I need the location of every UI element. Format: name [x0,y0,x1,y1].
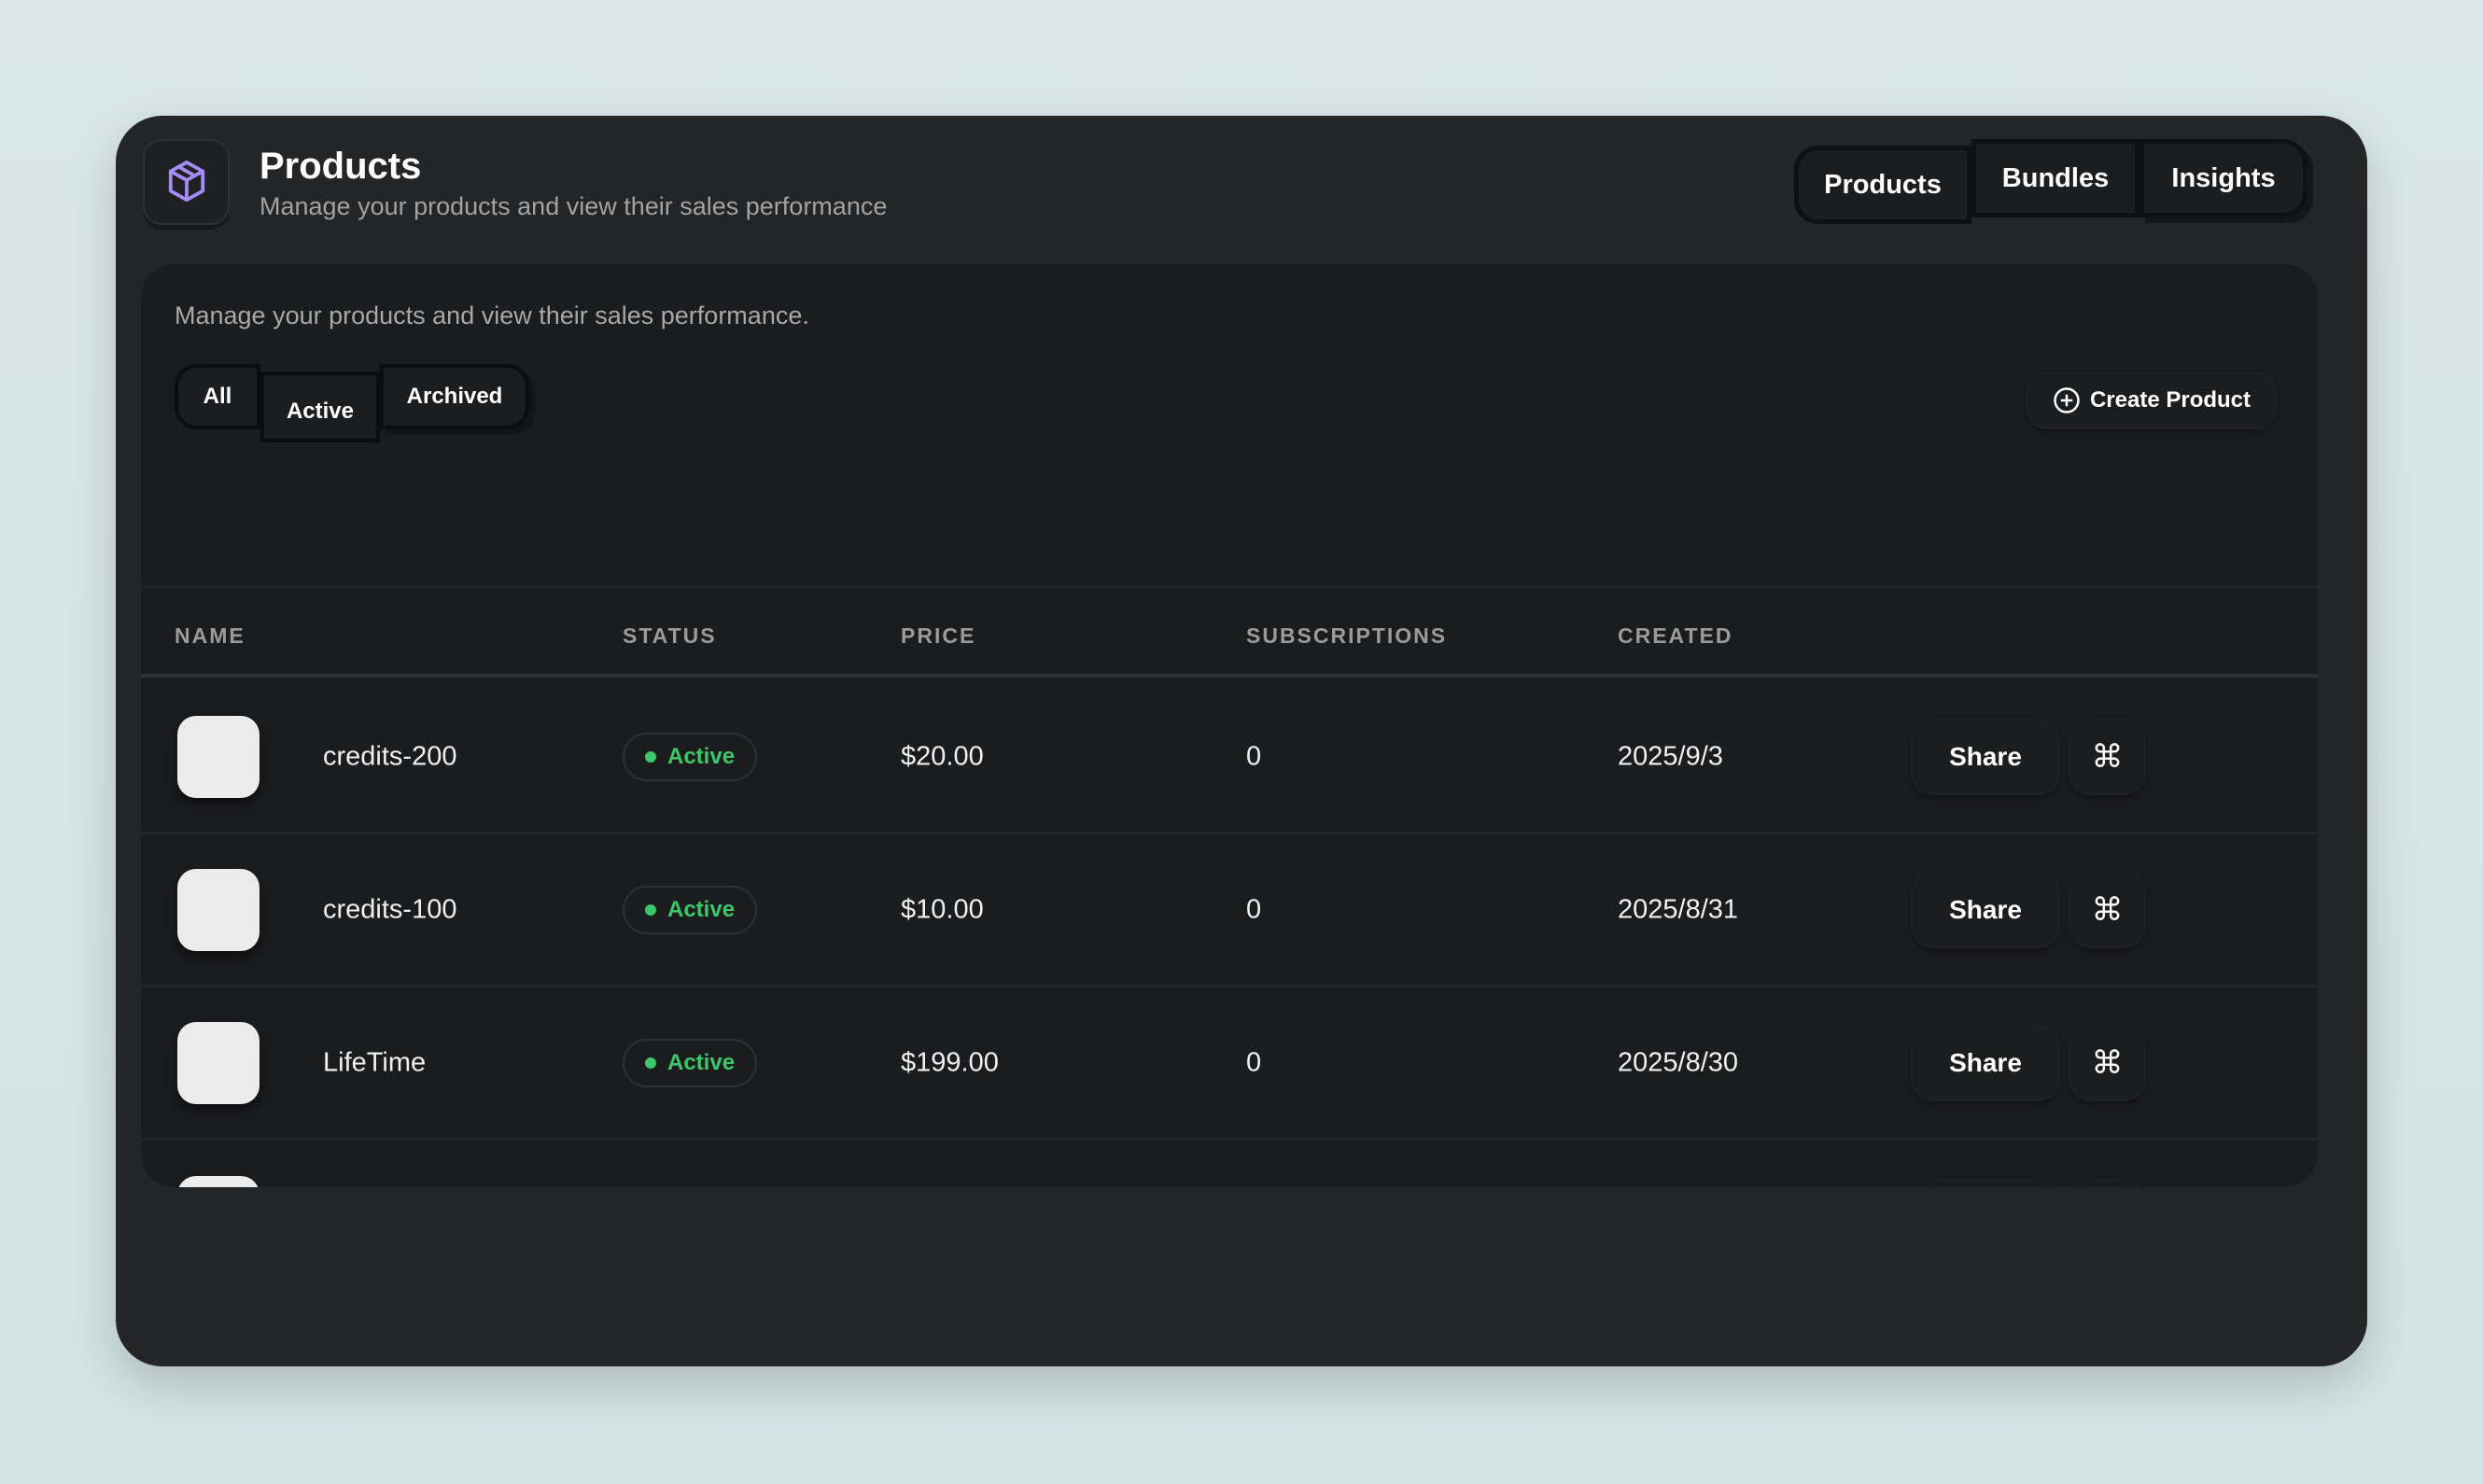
column-status: STATUS [623,623,717,648]
page-subtitle: Manage your products and view their sale… [260,192,888,220]
command-icon[interactable]: ⌘ [2070,1026,2144,1099]
filter-all[interactable]: All [175,364,260,429]
product-name: LifeTime [323,1047,427,1077]
create-product-button[interactable]: Create Product [2028,373,2275,427]
tab-insights[interactable]: Insights [2139,139,2308,217]
share-button[interactable]: Share [1913,873,2058,946]
product-thumbnail [177,1176,260,1187]
tab-bundles[interactable]: Bundles [1971,139,2139,217]
column-price: PRICE [901,623,976,648]
product-subscriptions: 0 [1246,894,1262,924]
status-badge: Active [623,1038,758,1087]
status-label: Active [667,896,736,922]
status-dot-icon [645,750,656,763]
table-row[interactable]: Pro Active $99.00/month 3 2025/8/30 Shar… [141,1141,2318,1187]
product-thumbnail [177,715,260,798]
product-price: $199.00 [901,1047,999,1077]
share-button[interactable]: Share [1913,720,2058,793]
page-title: Products [260,146,422,187]
command-icon[interactable]: ⌘ [2070,1181,2144,1187]
product-name: credits-200 [323,741,457,771]
status-filter: All Active Archived [175,364,529,442]
table-header: NAME STATUS PRICE SUBSCRIPTIONS CREATED [141,586,2318,678]
command-icon[interactable]: ⌘ [2070,873,2144,946]
status-badge: Active [623,732,758,781]
column-name: NAME [175,623,245,648]
products-card: Products Manage your products and view t… [116,116,2367,1366]
panel-description: Manage your products and view their sale… [175,301,809,329]
plus-circle-icon [2054,387,2080,413]
tab-products[interactable]: Products [1794,146,1971,224]
products-panel: Manage your products and view their sale… [141,264,2318,1187]
product-thumbnail [177,1021,260,1104]
product-created: 2025/8/30 [1618,1047,1739,1077]
package-icon [168,161,204,203]
product-price: $10.00 [901,894,984,924]
nav-tabs: Products Bundles Insights [1794,139,2308,224]
status-label: Active [667,743,736,769]
product-created: 2025/9/3 [1618,741,1723,771]
status-badge: Active [623,885,758,934]
share-button[interactable]: Share [1913,1026,2058,1099]
filter-active[interactable]: Active [260,371,380,442]
product-thumbnail [177,868,260,951]
divider [141,586,2318,588]
command-icon[interactable]: ⌘ [2070,720,2144,793]
table-row[interactable]: LifeTime Active $199.00 0 2025/8/30 Shar… [141,987,2318,1141]
status-label: Active [667,1049,736,1075]
column-created: CREATED [1618,623,1733,648]
filter-archived[interactable]: Archived [380,364,529,429]
product-created: 2025/8/31 [1618,894,1739,924]
status-dot-icon [645,903,656,916]
product-name: credits-100 [323,894,457,924]
product-price: $20.00 [901,741,984,771]
table-row[interactable]: credits-100 Active $10.00 0 2025/8/31 Sh… [141,834,2318,987]
create-product-label: Create Product [2089,387,2252,413]
product-subscriptions: 0 [1246,1047,1262,1077]
column-subscriptions: SUBSCRIPTIONS [1246,623,1448,648]
logo-box [143,139,230,225]
table-row[interactable]: credits-200 Active $20.00 0 2025/9/3 Sha… [141,681,2318,834]
product-subscriptions: 0 [1246,741,1262,771]
status-dot-icon [645,1057,656,1069]
share-button[interactable]: Share [1913,1181,2058,1187]
